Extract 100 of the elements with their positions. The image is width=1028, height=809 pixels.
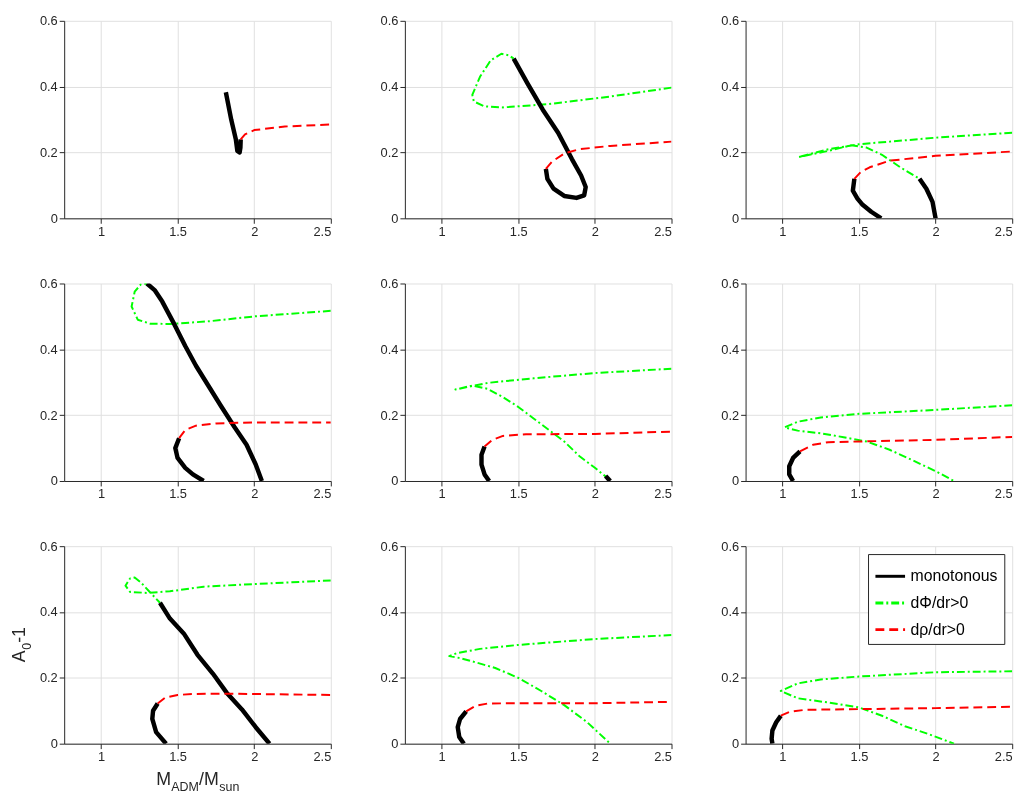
x-tick-label: 1 <box>438 486 446 502</box>
y-tick-label: 0.6 <box>721 538 740 554</box>
line-series <box>150 701 169 744</box>
x-tick-label: 2.5 <box>313 748 332 764</box>
x-tick-label: 2.5 <box>994 748 1013 764</box>
y-tick-label: 0.2 <box>39 670 58 686</box>
line-series <box>544 140 672 170</box>
x-tick-label: 2.5 <box>994 223 1013 239</box>
y-tick-label: 0.6 <box>380 13 399 29</box>
x-tick-label: 2.5 <box>994 486 1013 502</box>
y-tick-label: 0 <box>732 736 740 752</box>
y-tick-label: 0.2 <box>721 670 740 686</box>
line-series <box>511 56 588 201</box>
x-tick-label: 2 <box>932 223 940 239</box>
x-tick-label: 1 <box>97 223 106 239</box>
y-tick-label: 0.2 <box>39 407 58 423</box>
y-tick-label: 0.6 <box>721 13 740 29</box>
line-series <box>779 705 1013 717</box>
x-tick-label: 1.5 <box>169 748 187 764</box>
y-axis-title: A0-1 <box>8 626 34 663</box>
y-tick-label: 0.2 <box>380 670 399 686</box>
y-tick-label: 0.6 <box>39 275 58 291</box>
y-tick-label: 0.4 <box>721 79 740 95</box>
y-tick-label: 0.4 <box>39 604 58 620</box>
x-tick-label: 2.5 <box>654 486 672 502</box>
y-tick-label: 0.4 <box>380 604 399 620</box>
y-tick-label: 0.4 <box>380 79 399 95</box>
line-series <box>223 90 243 155</box>
y-tick-label: 0.6 <box>721 275 740 291</box>
y-tick-label: 0 <box>391 736 399 752</box>
x-tick-label: 2 <box>932 486 940 502</box>
x-tick-label: 1.5 <box>509 223 528 239</box>
y-tick-label: 0.2 <box>380 144 399 160</box>
y-tick-label: 0.4 <box>721 341 740 357</box>
x-tick-label: 1.5 <box>850 486 869 502</box>
x-tick-label: 2 <box>251 748 259 764</box>
y-tick-label: 0.4 <box>39 79 58 95</box>
x-tick-label: 1 <box>779 748 787 764</box>
line-series <box>471 52 672 109</box>
y-tick-label: 0.4 <box>721 604 740 620</box>
line-series <box>157 600 272 744</box>
x-tick-label: 2.5 <box>654 223 672 239</box>
x-tick-label: 1 <box>779 223 787 239</box>
y-tick-label: 0 <box>732 473 740 489</box>
x-tick-label: 1.5 <box>850 748 869 764</box>
y-tick-label: 0.2 <box>721 407 740 423</box>
x-tick-label: 2 <box>591 486 599 502</box>
y-tick-label: 0.4 <box>39 341 58 357</box>
y-tick-label: 0 <box>50 210 58 226</box>
line-series <box>156 692 331 705</box>
legend-label: monotonous <box>910 567 998 585</box>
line-series <box>448 634 672 744</box>
x-tick-label: 1.5 <box>850 223 869 239</box>
x-tick-label: 1 <box>438 223 446 239</box>
y-tick-label: 0.2 <box>39 144 58 160</box>
line-series <box>130 283 331 325</box>
y-tick-label: 0.2 <box>721 144 740 160</box>
line-series <box>769 713 784 744</box>
line-series <box>483 430 672 448</box>
line-series <box>144 283 265 481</box>
y-tick-label: 0.6 <box>39 538 58 554</box>
x-tick-label: 1 <box>97 486 106 502</box>
line-series <box>797 131 1013 180</box>
line-series <box>783 404 1013 481</box>
line-series <box>479 444 492 481</box>
x-tick-label: 1 <box>438 748 446 764</box>
line-series <box>124 576 331 604</box>
line-series <box>798 435 1013 453</box>
x-tick-label: 2 <box>251 223 259 239</box>
y-tick-label: 0.6 <box>380 275 399 291</box>
line-series <box>455 709 469 744</box>
line-series <box>787 449 803 481</box>
x-tick-label: 2.5 <box>313 223 332 239</box>
y-tick-label: 0 <box>391 210 399 226</box>
x-tick-label: 1.5 <box>509 748 528 764</box>
x-tick-label: 1.5 <box>169 223 187 239</box>
x-tick-label: 2.5 <box>654 748 672 764</box>
line-series <box>173 435 206 481</box>
y-tick-label: 0.6 <box>380 538 399 554</box>
x-tick-label: 1 <box>97 748 106 764</box>
line-series <box>239 123 331 141</box>
y-tick-label: 0 <box>391 473 399 489</box>
x-tick-label: 2 <box>591 223 599 239</box>
x-tick-label: 2 <box>932 748 940 764</box>
x-tick-label: 1.5 <box>169 486 187 502</box>
line-series <box>853 150 1013 180</box>
y-tick-label: 0 <box>50 736 58 752</box>
legend-label: dρ/dr>0 <box>910 620 965 638</box>
line-series <box>850 176 884 219</box>
y-tick-label: 0.6 <box>39 13 58 29</box>
line-series <box>779 670 1013 744</box>
x-tick-label: 2 <box>251 486 259 502</box>
line-series <box>454 367 672 479</box>
y-tick-label: 0 <box>732 210 740 226</box>
y-tick-label: 0 <box>50 473 58 489</box>
x-tick-label: 1.5 <box>509 486 528 502</box>
x-tick-label: 1 <box>779 486 787 502</box>
line-series <box>917 176 938 219</box>
line-series <box>178 421 331 440</box>
x-tick-label: 2.5 <box>313 486 332 502</box>
